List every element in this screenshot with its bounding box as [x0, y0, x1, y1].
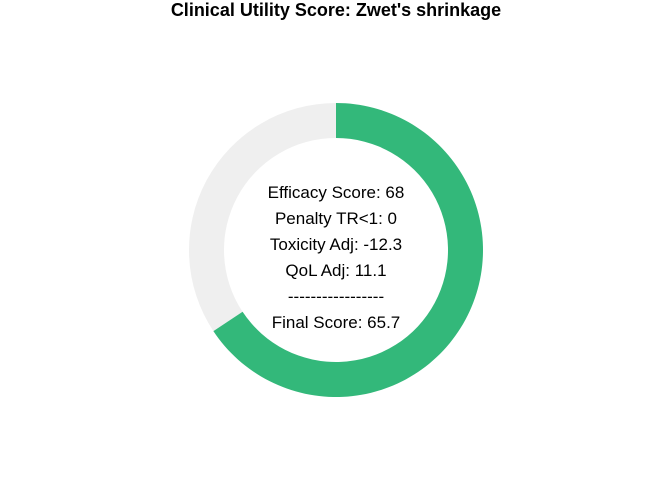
- remaining-arc: [188, 103, 336, 332]
- separator-line: -----------------: [287, 287, 385, 306]
- penalty-line: Penalty TR<1: 0: [274, 209, 398, 228]
- center-summary: Efficacy Score: 68 Penalty TR<1: 0 Toxic…: [236, 180, 436, 336]
- chart-title: Clinical Utility Score: Zwet's shrinkage: [170, 0, 502, 20]
- final-score-line: Final Score: 65.7: [271, 313, 401, 332]
- qol-adj-line: QoL Adj: 11.1: [285, 261, 387, 280]
- efficacy-score-line: Efficacy Score: 68: [267, 183, 405, 202]
- toxicity-adj-line: Toxicity Adj: -12.3: [269, 235, 403, 254]
